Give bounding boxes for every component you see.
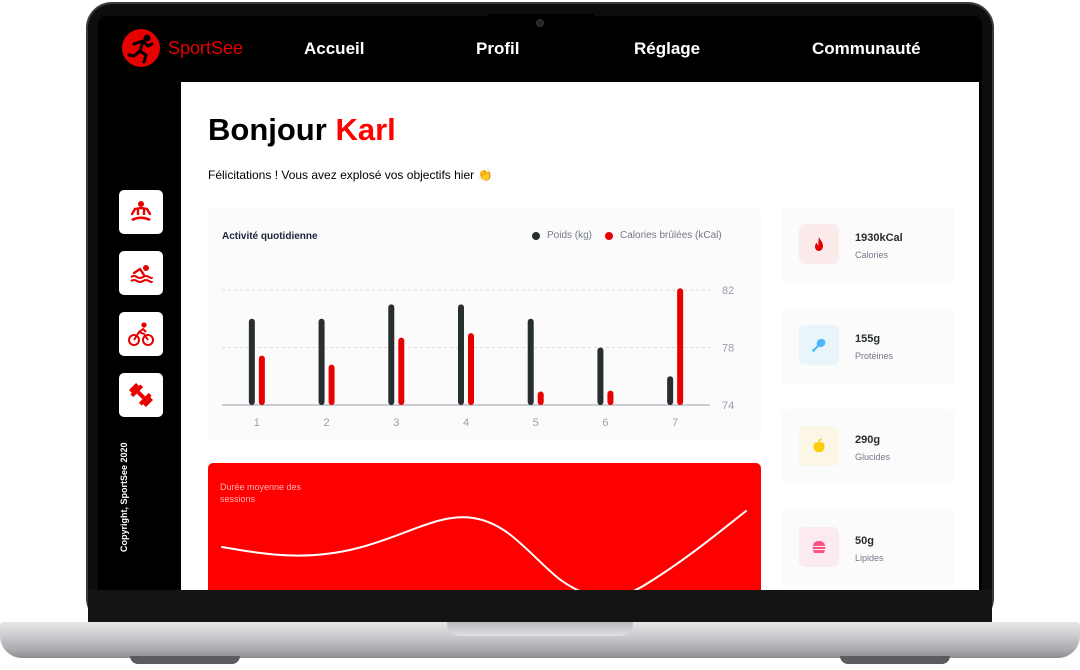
greeting-hello: Bonjour: [208, 112, 327, 147]
sidebar-item-weights[interactable]: [119, 373, 163, 417]
calories-label: Calories: [855, 250, 889, 260]
card-proteins: 155g Protéines: [782, 308, 954, 384]
sidebar-item-swimming[interactable]: [119, 251, 163, 295]
calories-bar: [537, 391, 544, 405]
fire-icon: [815, 237, 823, 251]
weight-bar: [597, 347, 604, 405]
x-tick-label: 3: [393, 417, 399, 429]
daily-activity-chart: Activité quotidienne Poids (kg) Calories…: [208, 207, 761, 441]
calories-bar: [398, 337, 405, 405]
logo[interactable]: SportSee: [122, 29, 243, 67]
weight-bar: [667, 376, 674, 405]
y-tick-label: 82: [722, 285, 734, 297]
x-tick-label: 1: [254, 417, 260, 429]
swimming-icon: [130, 265, 153, 283]
runner-logo-icon: [122, 29, 160, 67]
card-calories: 1930kCal Calories: [782, 207, 954, 283]
x-tick-label: 4: [463, 417, 469, 429]
nav-reglage[interactable]: Réglage: [634, 39, 701, 58]
y-tick-label: 78: [722, 343, 734, 355]
congrats-message: Félicitations ! Vous avez explosé vos ob…: [208, 168, 493, 182]
copyright-text: Copyright, SportSee 2020: [119, 442, 129, 552]
screen: SportSee Accueil Profil Réglage Communau…: [98, 16, 982, 590]
legend-calories: Calories brûlées (kCal): [605, 230, 722, 241]
y-tick-label: 74: [722, 400, 734, 412]
sidebar-item-cycling[interactable]: [119, 312, 163, 356]
main-content: Bonjour Karl Félicitations ! Vous avez e…: [181, 82, 979, 590]
chart-title: Activité quotidienne: [222, 231, 318, 242]
x-tick-label: 6: [602, 417, 608, 429]
legend-weight-label: Poids (kg): [547, 230, 593, 241]
legend-weight: Poids (kg): [532, 230, 592, 241]
camera-icon: [536, 19, 544, 27]
fats-label: Lipides: [855, 553, 884, 563]
proteins-label: Protéines: [855, 351, 894, 361]
dumbbell-icon: [128, 382, 154, 408]
sessions-curve: [221, 510, 747, 590]
card-fats: 50g Lipides: [782, 510, 954, 586]
logo-text: SportSee: [168, 37, 244, 58]
average-sessions-chart: Durée moyenne des sessions: [208, 463, 761, 590]
calories-bar: [607, 390, 614, 405]
x-tick-label: 7: [672, 417, 678, 429]
carbs-label: Glucides: [855, 452, 891, 462]
carbs-icon-box: [799, 426, 839, 466]
laptop-foot-right: [840, 656, 950, 664]
laptop-bezel: [88, 590, 992, 624]
chicken-icon: [812, 338, 826, 352]
weight-bar: [248, 318, 255, 405]
sidebar-item-meditation[interactable]: [119, 190, 163, 234]
cycling-icon: [128, 322, 154, 346]
card-carbs: 290g Glucides: [782, 409, 954, 485]
apple-icon: [813, 438, 825, 453]
nav-profil[interactable]: Profil: [476, 39, 520, 58]
calories-icon-box: [799, 224, 839, 264]
weight-bar: [388, 304, 395, 405]
carbs-value: 290g: [855, 434, 881, 446]
fats-icon-box: [799, 527, 839, 567]
weight-bar: [318, 318, 325, 405]
x-tick-label: 5: [533, 417, 539, 429]
sessions-line: [221, 510, 747, 590]
calories-bar: [468, 333, 474, 405]
user-name: Karl: [335, 112, 396, 147]
laptop-opening-notch: [447, 622, 633, 636]
nav-accueil[interactable]: Accueil: [304, 39, 365, 58]
legend-dot-weight: [532, 231, 540, 240]
sessions-title: Durée moyenne des sessions: [220, 482, 302, 504]
x-tick-label: 2: [324, 417, 330, 429]
meditation-icon: [130, 201, 152, 221]
burger-icon: [812, 541, 826, 553]
weight-bar: [527, 318, 534, 405]
proteins-icon-box: [799, 325, 839, 365]
fats-value: 50g: [855, 535, 874, 547]
sidebar: Copyright, SportSee 2020: [98, 82, 181, 590]
calories-bar: [677, 288, 684, 405]
legend-dot-calories: [605, 231, 613, 240]
calories-bar: [258, 355, 265, 405]
weight-bar: [458, 304, 464, 405]
page-title: Bonjour Karl: [208, 112, 396, 148]
calories-bar: [328, 364, 335, 405]
activity-bars: 74 78 82 1 2 3 4 5 6 7: [222, 285, 734, 429]
calories-value: 1930kCal: [855, 232, 903, 244]
nav-communaute[interactable]: Communauté: [812, 39, 921, 58]
legend-calories-label: Calories brûlées (kCal): [620, 230, 722, 241]
proteins-value: 155g: [855, 333, 881, 345]
laptop-foot-left: [130, 656, 240, 664]
